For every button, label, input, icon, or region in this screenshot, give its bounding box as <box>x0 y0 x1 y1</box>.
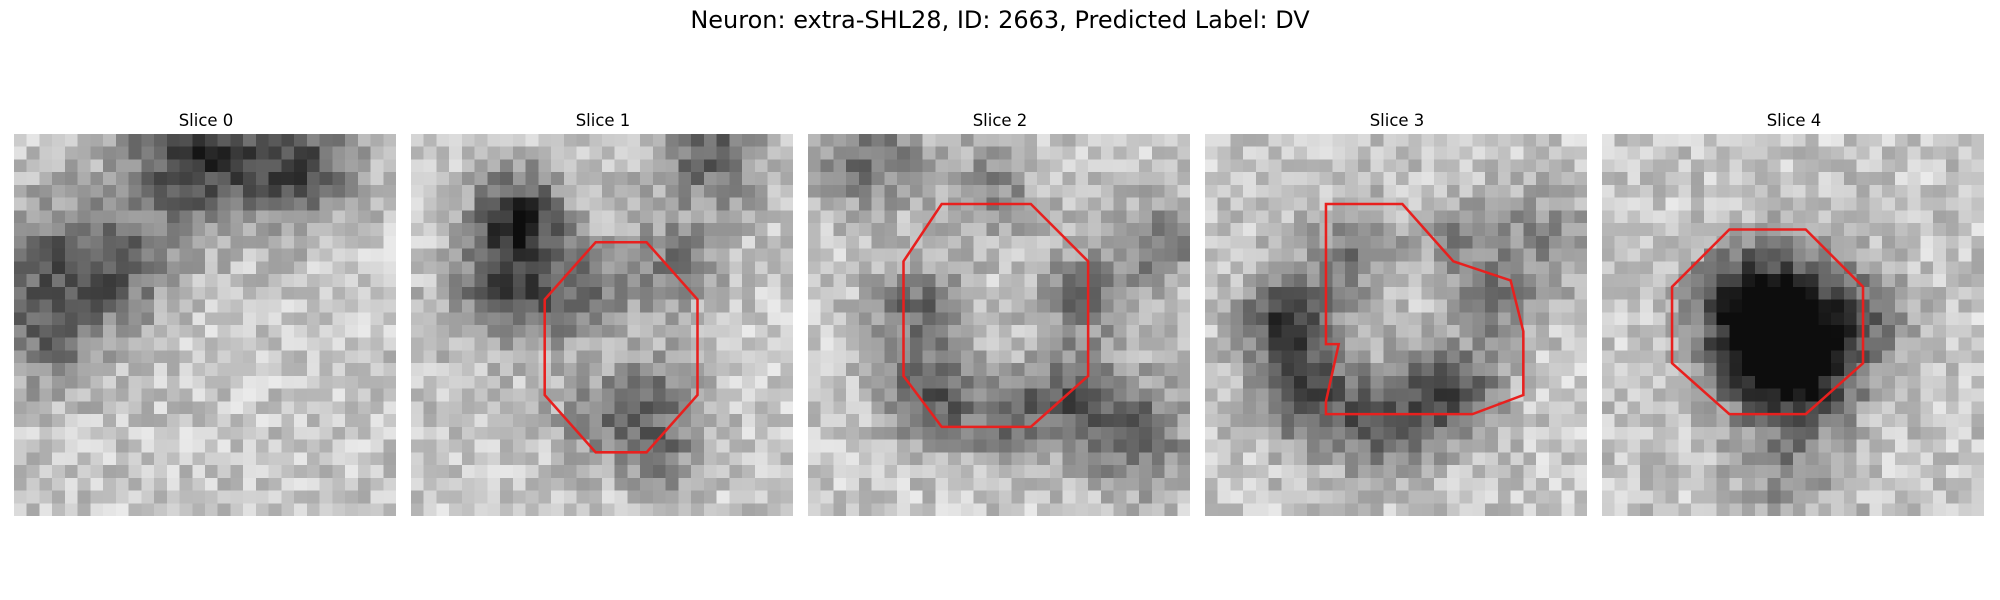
slice-panel-0: Slice 0 <box>14 108 398 516</box>
slice-image <box>1205 134 1587 516</box>
slice-title: Slice 3 <box>1369 111 1425 130</box>
pixel-grid <box>411 134 793 516</box>
slice-image <box>14 134 396 516</box>
slice-image <box>808 134 1190 516</box>
roi-outline <box>1670 228 1865 416</box>
slice-panel-2: Slice 2 <box>808 108 1192 516</box>
slice-image <box>1602 134 1984 516</box>
figure-title: Neuron: extra-SHL28, ID: 2663, Predicted… <box>690 6 1310 34</box>
slice-panel-4: Slice 4 <box>1602 108 1986 516</box>
pixel-grid <box>1602 134 1984 516</box>
slice-title: Slice 1 <box>575 111 631 130</box>
roi-outline <box>543 240 699 454</box>
slice-panel-3: Slice 3 <box>1205 108 1589 516</box>
slice-title: Slice 0 <box>178 111 234 130</box>
pixel-grid <box>14 134 396 516</box>
roi-outline <box>1324 202 1525 416</box>
slice-title: Slice 2 <box>972 111 1028 130</box>
pixel-grid <box>1205 134 1587 516</box>
slice-title: Slice 4 <box>1766 111 1822 130</box>
slice-image <box>411 134 793 516</box>
roi-outline <box>902 202 1090 429</box>
slice-panel-1: Slice 1 <box>411 108 795 516</box>
pixel-grid <box>808 134 1190 516</box>
